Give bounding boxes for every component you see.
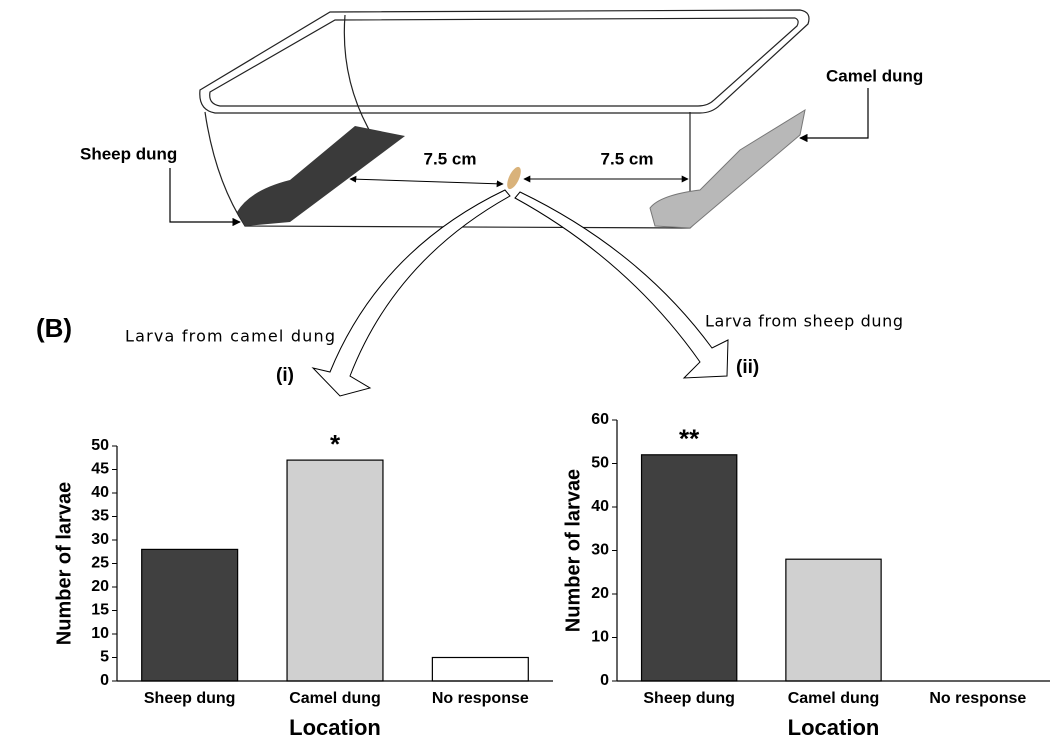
- bar: [785, 558, 882, 682]
- larva: [507, 166, 521, 190]
- y-tick-label: 50: [591, 455, 609, 472]
- y-tick-label: 45: [91, 461, 109, 478]
- sheep-dung: [237, 126, 405, 226]
- y-tick-label: 20: [591, 585, 609, 602]
- y-tick-label: 30: [91, 531, 109, 548]
- distance-label: 7.5 cm: [601, 149, 654, 168]
- sheep-label: Sheep dung: [80, 144, 177, 163]
- y-tick-label: 0: [600, 672, 609, 689]
- y-tick-label: 0: [100, 672, 109, 689]
- callouts: [169, 88, 869, 227]
- y-tick-label: 60: [591, 411, 609, 428]
- y-tick-label: 25: [91, 555, 109, 572]
- x-tick-label: No response: [432, 690, 529, 707]
- arrow-label: Larva from camel dung: [125, 327, 335, 346]
- x-tick-label: Sheep dung: [144, 690, 236, 707]
- x-axis-label: Location: [788, 715, 880, 740]
- camel-label: Camel dung: [826, 66, 923, 85]
- bar: [286, 459, 384, 682]
- y-tick-label: 20: [91, 578, 109, 595]
- distance-arrows: [349, 175, 689, 188]
- tray: [199, 9, 810, 229]
- camel-dung: [649, 108, 806, 229]
- annotation: *: [330, 429, 341, 459]
- y-tick-label: 35: [91, 508, 109, 525]
- panel-label: (B): [36, 313, 72, 343]
- x-tick-label: Sheep dung: [643, 690, 735, 707]
- x-tick-label: Camel dung: [788, 690, 880, 707]
- y-axis-label: Number of larvae: [562, 469, 584, 632]
- panel-label: (i): [276, 365, 294, 386]
- y-tick-label: 10: [91, 625, 109, 642]
- panel-label: (ii): [736, 357, 759, 378]
- y-tick-label: 10: [591, 629, 609, 646]
- y-tick-label: 15: [91, 602, 109, 619]
- annotation: **: [679, 424, 700, 454]
- hollow-arrows: [311, 189, 729, 397]
- bar: [431, 656, 529, 682]
- y-tick-label: 40: [91, 484, 109, 501]
- y-tick-label: 5: [100, 649, 109, 666]
- distance-label: 7.5 cm: [424, 149, 477, 168]
- y-tick-label: 30: [591, 542, 609, 559]
- x-axis-label: Location: [289, 715, 381, 740]
- x-tick-label: No response: [929, 690, 1026, 707]
- bar: [640, 454, 738, 682]
- y-tick-label: 40: [591, 498, 609, 515]
- bar: [141, 548, 239, 682]
- x-tick-label: Camel dung: [289, 690, 381, 707]
- y-axis-label: Number of larvae: [53, 482, 75, 645]
- y-tick-label: 50: [91, 437, 109, 454]
- arrow-label: Larva from sheep dung: [705, 312, 903, 331]
